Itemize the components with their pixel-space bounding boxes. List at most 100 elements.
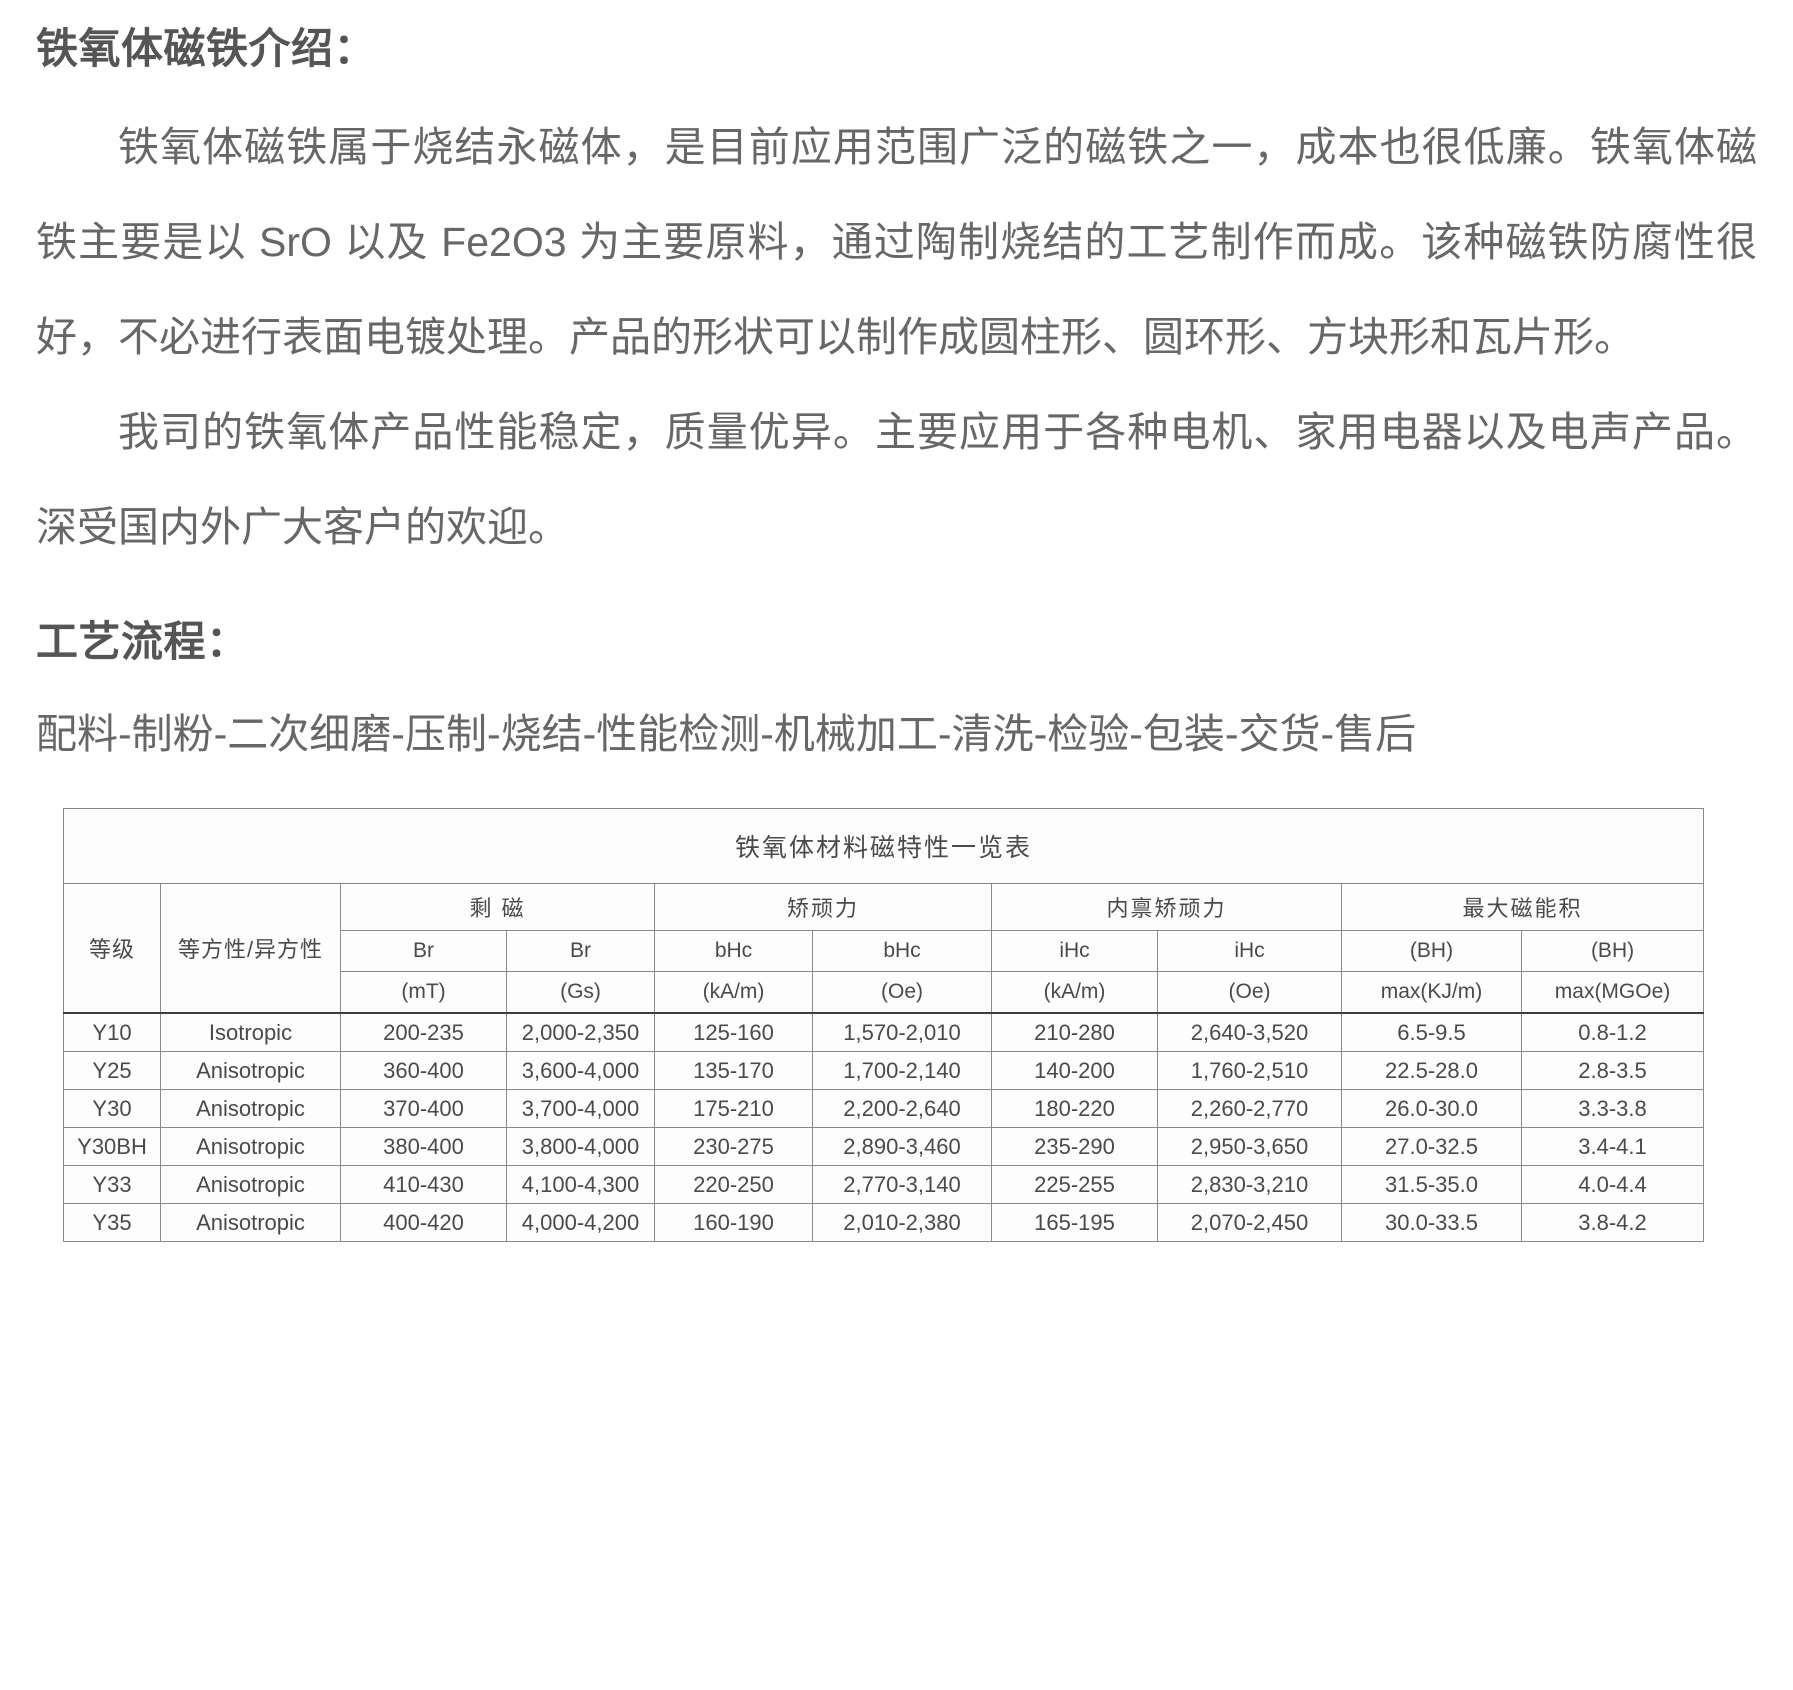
cell-br-gs: 3,600-4,000 — [506, 1051, 655, 1090]
unit-bh-kj: max(KJ/m) — [1341, 971, 1522, 1014]
cell-grade: Y30 — [63, 1089, 161, 1128]
cell-orientation: Anisotropic — [160, 1165, 341, 1204]
intro-paragraph-2: 我司的铁氧体产品性能稳定，质量优异。主要应用于各种电机、家用电器以及电声产品。深… — [36, 409, 1757, 550]
group-header-intrinsic-coercivity: 内禀矫顽力 — [991, 883, 1342, 931]
spacer — [36, 70, 1757, 100]
unit-bh-mgoe: max(MGOe) — [1520, 971, 1705, 1014]
unit-bhc-kam: (kA/m) — [654, 971, 813, 1014]
cell-ihc-kam: 165-195 — [991, 1203, 1158, 1242]
cell-grade: Y30BH — [63, 1127, 161, 1166]
unit-br-gs: (Gs) — [506, 971, 655, 1014]
cell-grade: Y10 — [63, 1012, 161, 1052]
cell-br-mt: 380-400 — [340, 1127, 507, 1166]
spec-table-container: 铁氧体材料磁特性一览表 等级 等方性/异方性 剩 磁 矫顽力 内禀矫顽力 最大磁… — [62, 808, 1705, 1242]
process-heading: 工艺流程： — [36, 618, 249, 665]
cell-bhc-oe: 1,700-2,140 — [812, 1051, 992, 1090]
group-header-remanence: 剩 磁 — [340, 883, 655, 931]
cell-bhc-oe: 2,010-2,380 — [812, 1203, 992, 1242]
symbol-bhc-oe: bHc — [812, 930, 992, 972]
cell-ihc-kam: 140-200 — [991, 1051, 1158, 1090]
cell-orientation: Anisotropic — [160, 1127, 341, 1166]
cell-bh-kj: 26.0-30.0 — [1341, 1089, 1522, 1128]
cell-bhc-kam: 220-250 — [654, 1165, 813, 1204]
table-row: Y30BH Anisotropic 380-400 3,800-4,000 230-27… — [63, 1127, 1705, 1166]
cell-ihc-oe: 1,760-2,510 — [1157, 1051, 1342, 1090]
symbol-br-mt: Br — [340, 930, 507, 972]
spacer — [36, 575, 1757, 593]
table-row: Y30 Anisotropic 370-400 3,700-4,000 175-210 2… — [63, 1089, 1705, 1128]
cell-bh-mgoe: 4.0-4.4 — [1520, 1165, 1705, 1204]
spec-table-body: Y10 Isotropic 200-235 2,000-2,350 125-160 1,5… — [63, 1012, 1705, 1242]
symbol-bhc-kam: bHc — [654, 930, 813, 972]
cell-ihc-kam: 180-220 — [991, 1089, 1158, 1128]
intro-heading: 铁氧体磁铁介绍： — [36, 25, 377, 72]
cell-bhc-oe: 2,770-3,140 — [812, 1165, 992, 1204]
group-header-row: 等级 等方性/异方性 剩 磁 矫顽力 内禀矫顽力 最大磁能积 — [63, 883, 1705, 1014]
cell-grade: Y33 — [63, 1165, 161, 1204]
table-row: Y33 Anisotropic 410-430 4,100-4,300 220-250 2… — [63, 1165, 1705, 1204]
unit-br-mt: (mT) — [340, 971, 507, 1014]
cell-orientation: Anisotropic — [160, 1051, 341, 1090]
cell-grade: Y25 — [63, 1051, 161, 1090]
table-row: Y35 Anisotropic 400-420 4,000-4,200 160-190 2… — [63, 1203, 1705, 1242]
cell-bhc-oe: 2,200-2,640 — [812, 1089, 992, 1128]
cell-br-mt: 370-400 — [340, 1089, 507, 1128]
symbol-bh-kj: (BH) — [1341, 930, 1522, 972]
cell-br-gs: 3,800-4,000 — [506, 1127, 655, 1166]
cell-bh-mgoe: 2.8-3.5 — [1520, 1051, 1705, 1090]
unit-ihc-kam: (kA/m) — [991, 971, 1158, 1014]
cell-bh-kj: 30.0-33.5 — [1341, 1203, 1522, 1242]
spacer — [36, 663, 1757, 687]
process-flow-text: 配料-制粉-二次细磨-压制-烧结-性能检测-机械加工-清洗-检验-包装-交货-售… — [36, 711, 1417, 757]
symbol-br-gs: Br — [506, 930, 655, 972]
cell-bhc-oe: 2,890-3,460 — [812, 1127, 992, 1166]
cell-bhc-kam: 175-210 — [654, 1089, 813, 1128]
ferrite-spec-table: 铁氧体材料磁特性一览表 等级 等方性/异方性 剩 磁 矫顽力 内禀矫顽力 最大磁… — [62, 808, 1705, 1242]
cell-bh-mgoe: 0.8-1.2 — [1520, 1012, 1705, 1052]
cell-orientation: Anisotropic — [160, 1203, 341, 1242]
cell-ihc-kam: 225-255 — [991, 1165, 1158, 1204]
cell-br-gs: 4,000-4,200 — [506, 1203, 655, 1242]
cell-ihc-kam: 235-290 — [991, 1127, 1158, 1166]
unit-ihc-oe: (Oe) — [1157, 971, 1342, 1014]
cell-bh-kj: 27.0-32.5 — [1341, 1127, 1522, 1166]
cell-bh-mgoe: 3.8-4.2 — [1520, 1203, 1705, 1242]
group-header-coercivity: 矫顽力 — [654, 883, 992, 931]
cell-br-gs: 2,000-2,350 — [506, 1012, 655, 1052]
unit-bhc-oe: (Oe) — [812, 971, 992, 1014]
column-header-grade: 等级 — [63, 883, 161, 1014]
cell-bh-mgoe: 3.3-3.8 — [1520, 1089, 1705, 1128]
table-caption-row: 铁氧体材料磁特性一览表 — [62, 808, 1705, 884]
cell-br-mt: 200-235 — [340, 1012, 507, 1052]
unit-header-row: (mT) (Gs) (kA/m) (Oe) (kA/m) (Oe) max(KJ… — [64, 971, 1705, 1014]
intro-paragraph-1: 铁氧体磁铁属于烧结永磁体，是目前应用范围广泛的磁铁之一，成本也很低廉。铁氧体磁铁… — [36, 124, 1757, 360]
cell-bhc-kam: 135-170 — [654, 1051, 813, 1090]
table-row: Y10 Isotropic 200-235 2,000-2,350 125-160 1,5… — [63, 1012, 1705, 1052]
cell-ihc-oe: 2,070-2,450 — [1157, 1203, 1342, 1242]
cell-ihc-oe: 2,640-3,520 — [1157, 1012, 1342, 1052]
cell-br-mt: 410-430 — [340, 1165, 507, 1204]
cell-bh-kj: 31.5-35.0 — [1341, 1165, 1522, 1204]
spec-table-head: 铁氧体材料磁特性一览表 等级 等方性/异方性 剩 磁 矫顽力 内禀矫顽力 最大磁… — [62, 808, 1705, 1014]
cell-bhc-oe: 1,570-2,010 — [812, 1012, 992, 1052]
cell-ihc-oe: 2,260-2,770 — [1157, 1089, 1342, 1128]
cell-bhc-kam: 160-190 — [654, 1203, 813, 1242]
cell-br-mt: 400-420 — [340, 1203, 507, 1242]
cell-ihc-oe: 2,950-3,650 — [1157, 1127, 1342, 1166]
column-header-orientation: 等方性/异方性 — [160, 883, 341, 1014]
cell-bh-mgoe: 3.4-4.1 — [1520, 1127, 1705, 1166]
cell-grade: Y35 — [63, 1203, 161, 1242]
cell-ihc-oe: 2,830-3,210 — [1157, 1165, 1342, 1204]
symbol-bh-mgoe: (BH) — [1520, 930, 1705, 972]
cell-bh-kj: 22.5-28.0 — [1341, 1051, 1522, 1090]
cell-br-mt: 360-400 — [340, 1051, 507, 1090]
cell-br-gs: 3,700-4,000 — [506, 1089, 655, 1128]
cell-bh-kj: 6.5-9.5 — [1341, 1012, 1522, 1052]
cell-br-gs: 4,100-4,300 — [506, 1165, 655, 1204]
cell-orientation: Anisotropic — [160, 1089, 341, 1128]
symbol-ihc-kam: iHc — [991, 930, 1158, 972]
table-row: Y25 Anisotropic 360-400 3,600-4,000 135-170 1… — [63, 1051, 1705, 1090]
table-caption: 铁氧体材料磁特性一览表 — [62, 808, 1705, 884]
cell-bhc-kam: 125-160 — [654, 1012, 813, 1052]
